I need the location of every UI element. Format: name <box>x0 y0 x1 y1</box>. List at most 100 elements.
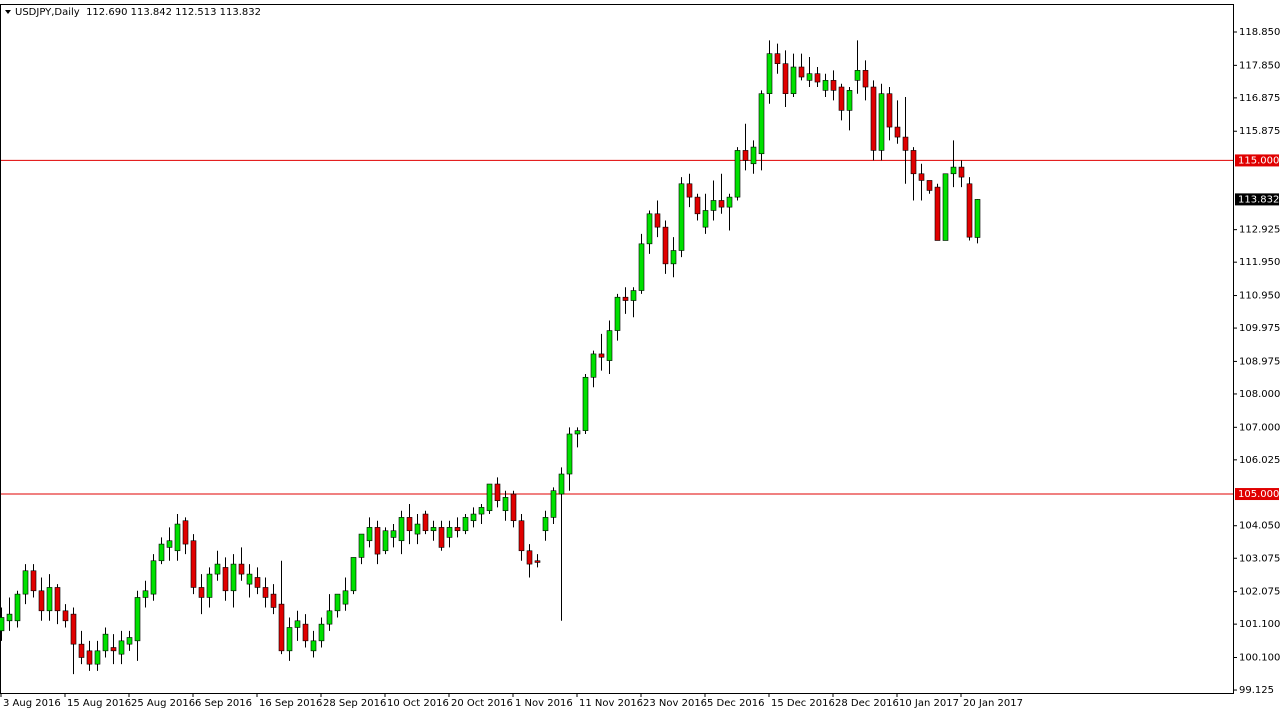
candle-body <box>222 567 229 592</box>
level-label-bg <box>1235 488 1279 501</box>
x-tick-label: 10 Jan 2017 <box>899 698 959 709</box>
candle-body <box>974 199 981 238</box>
candle-body <box>510 493 517 522</box>
candle-body <box>734 150 741 198</box>
y-tick-label: 104.050 <box>1239 521 1280 532</box>
candle-body <box>486 483 493 512</box>
candle-body <box>454 527 461 532</box>
candle-body <box>806 73 813 81</box>
candle-body <box>814 73 821 83</box>
candle-body <box>174 523 181 552</box>
candle-body <box>654 213 661 228</box>
candle-body <box>846 90 853 111</box>
candle-body <box>366 527 373 542</box>
candle-body <box>342 590 349 605</box>
candle-body <box>646 213 653 245</box>
candle-body <box>950 166 957 175</box>
candle-body <box>686 183 693 198</box>
candle-body <box>406 517 413 532</box>
candle-body <box>934 186 941 241</box>
candle-body <box>718 200 725 208</box>
menu-triangle <box>5 10 11 14</box>
candle-body <box>782 63 789 95</box>
candle-body <box>422 513 429 532</box>
x-tick-label: 1 Nov 2016 <box>515 698 573 709</box>
candle-body <box>558 473 565 495</box>
candle-body <box>750 146 757 165</box>
candle-body <box>470 513 477 522</box>
y-tick-label: 106.025 <box>1239 455 1280 466</box>
candle-body <box>574 430 581 435</box>
candle-body <box>446 527 453 538</box>
candle-body <box>86 650 93 665</box>
candle-body <box>254 577 261 588</box>
candle-body <box>142 590 149 598</box>
x-tick-label: 20 Oct 2016 <box>451 698 513 709</box>
candle-body <box>710 200 717 211</box>
y-tick-label: 112.925 <box>1239 225 1280 236</box>
candle-body <box>62 610 69 622</box>
y-tick-label: 107.000 <box>1239 422 1280 433</box>
x-tick-label: 15 Dec 2016 <box>771 698 835 709</box>
y-tick-label: 109.975 <box>1239 323 1280 334</box>
candle-body <box>214 563 221 575</box>
y-tick-label: 101.100 <box>1239 619 1280 630</box>
last-price-label: 113.832 <box>1238 194 1279 205</box>
candle-body <box>270 593 277 608</box>
candle-body <box>6 613 13 622</box>
y-tick-label: 116.875 <box>1239 93 1280 104</box>
candle-body <box>662 226 669 265</box>
candle-body <box>462 517 469 532</box>
candle-body <box>94 650 101 665</box>
y-tick-label: 99.125 <box>1239 685 1274 696</box>
x-tick-label: 5 Dec 2016 <box>707 698 765 709</box>
x-tick-label: 15 Aug 2016 <box>67 698 131 709</box>
candle-body <box>318 623 325 642</box>
candle-body <box>870 86 877 151</box>
candle-body <box>302 623 309 642</box>
candle-body <box>334 593 341 612</box>
candle-body <box>14 593 21 622</box>
candle-body <box>118 640 125 655</box>
candle-body <box>582 376 589 431</box>
candle-body <box>310 640 317 652</box>
candle-body <box>46 587 53 612</box>
candle-body <box>158 543 165 562</box>
plot-frame <box>0 4 1234 694</box>
candle-body <box>926 180 933 191</box>
candle-body <box>518 520 525 552</box>
candle-body <box>134 597 141 642</box>
candle-body <box>614 296 621 331</box>
candle-body <box>798 66 805 78</box>
candle-body <box>878 93 885 151</box>
candle-body <box>758 93 765 155</box>
candle-body <box>478 507 485 515</box>
y-tick-label: 111.950 <box>1239 257 1280 268</box>
candle-body <box>238 563 245 575</box>
candle-body <box>110 647 117 652</box>
candle-body <box>902 136 909 151</box>
candle-body <box>766 53 773 95</box>
candle-body <box>390 530 397 538</box>
candle-body <box>246 573 253 585</box>
candle-body <box>566 433 573 475</box>
candle-body <box>398 517 405 542</box>
x-tick-label: 10 Oct 2016 <box>387 698 449 709</box>
candle-body <box>294 620 301 628</box>
candle-body <box>326 610 333 625</box>
y-tick-label: 103.075 <box>1239 553 1280 564</box>
candle-body <box>942 173 949 241</box>
candle-body <box>638 243 645 291</box>
last-price-bg <box>1235 193 1279 206</box>
candle-body <box>694 196 701 215</box>
candle-body <box>54 587 61 612</box>
y-tick-label: 108.975 <box>1239 356 1280 367</box>
candle-body <box>670 250 677 265</box>
candle-body <box>22 570 29 595</box>
candle-body <box>190 540 197 588</box>
candle-body <box>910 150 917 175</box>
candle-body <box>494 483 501 502</box>
level-label: 105.000 <box>1238 489 1279 500</box>
candle-body <box>742 150 749 161</box>
